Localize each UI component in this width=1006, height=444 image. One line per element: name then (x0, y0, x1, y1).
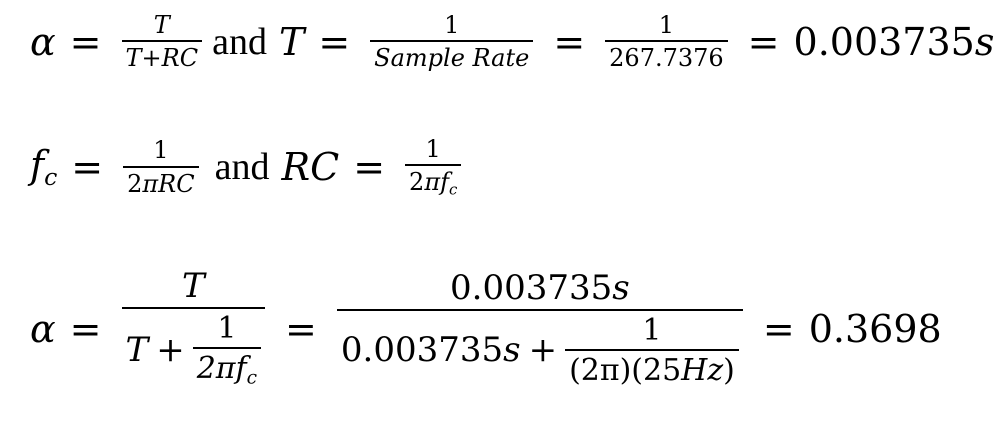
fraction-bar (336, 309, 743, 312)
equals-sign: = (69, 306, 102, 351)
fraction-denominator: 2πfc (409, 168, 458, 199)
period-result: 0.003735 (793, 19, 975, 64)
alpha-symbol: α (30, 306, 56, 351)
equals-sign: = (285, 306, 317, 351)
fraction-period-over-expression: 0.003735s 0.003735 s + 1 (2π)(25Hz) (336, 268, 743, 387)
fraction-numerator: T (153, 11, 170, 39)
fraction-t-over-t-plus-inverse: T T + 1 2πfc (121, 266, 266, 389)
fraction-bar (370, 40, 534, 43)
fraction-denominator: 2πRC (127, 169, 195, 198)
equals-sign: = (353, 145, 386, 190)
inner-fraction-one-over-two-pi-fc: 1 2πfc (192, 312, 262, 389)
fraction-bar (123, 165, 199, 168)
fraction-numerator: T (181, 266, 205, 306)
fraction-bar (405, 164, 462, 167)
and-word: and (214, 146, 270, 189)
equals-sign: = (318, 19, 351, 64)
equals-sign: = (762, 306, 795, 351)
period-symbol: T (278, 19, 305, 64)
fraction-one-over-rate-value: 1 267.7376 (605, 12, 728, 72)
equation-line-3: α = T T + 1 2πfc = 0.003735s 0.003735 s +… (30, 266, 942, 389)
fraction-denominator: 0.003735 s + 1 (2π)(25Hz) (337, 314, 743, 387)
fraction-numerator: 1 (444, 11, 460, 39)
fraction-numerator: 1 (658, 11, 675, 39)
equals-sign: = (69, 19, 102, 64)
equation-line-1: α = T T+RC and T = 1 Sample Rate = 1 267… (30, 12, 994, 72)
fraction-denominator: 267.7376 (609, 44, 724, 73)
cutoff-frequency-symbol: fc (30, 143, 58, 192)
fraction-one-over-two-pi-fc: 1 2πfc (405, 135, 462, 199)
fraction-one-over-two-pi-rc: 1 2πRC (123, 137, 199, 197)
alpha-symbol: α (30, 19, 56, 64)
equals-sign: = (553, 19, 586, 64)
fraction-denominator: Sample Rate (374, 44, 530, 73)
fraction-denominator: T+RC (125, 44, 199, 73)
equation-line-2: fc = 1 2πRC and RC = 1 2πfc (30, 136, 467, 198)
fraction-numerator: 0.003735s (450, 268, 630, 309)
fraction-bar (605, 40, 728, 43)
rc-symbol: RC (281, 145, 340, 190)
fraction-one-over-sample-rate: 1 Sample Rate (370, 11, 534, 73)
fraction-bar (121, 307, 266, 310)
inner-fraction-one-over-two-pi-25hz: 1 (2π)(25Hz) (565, 314, 739, 387)
fraction-numerator: 1 (153, 136, 169, 165)
and-word: and (212, 20, 267, 63)
fraction-t-over-t-plus-rc: T T+RC (121, 11, 203, 73)
equals-sign: = (71, 145, 104, 190)
fraction-denominator: T + 1 2πfc (122, 312, 266, 389)
equals-sign: = (747, 19, 780, 64)
seconds-unit: s (974, 19, 995, 64)
fraction-numerator: 1 (425, 135, 441, 163)
alpha-result: 0.3698 (808, 306, 942, 351)
fraction-bar (121, 40, 203, 43)
